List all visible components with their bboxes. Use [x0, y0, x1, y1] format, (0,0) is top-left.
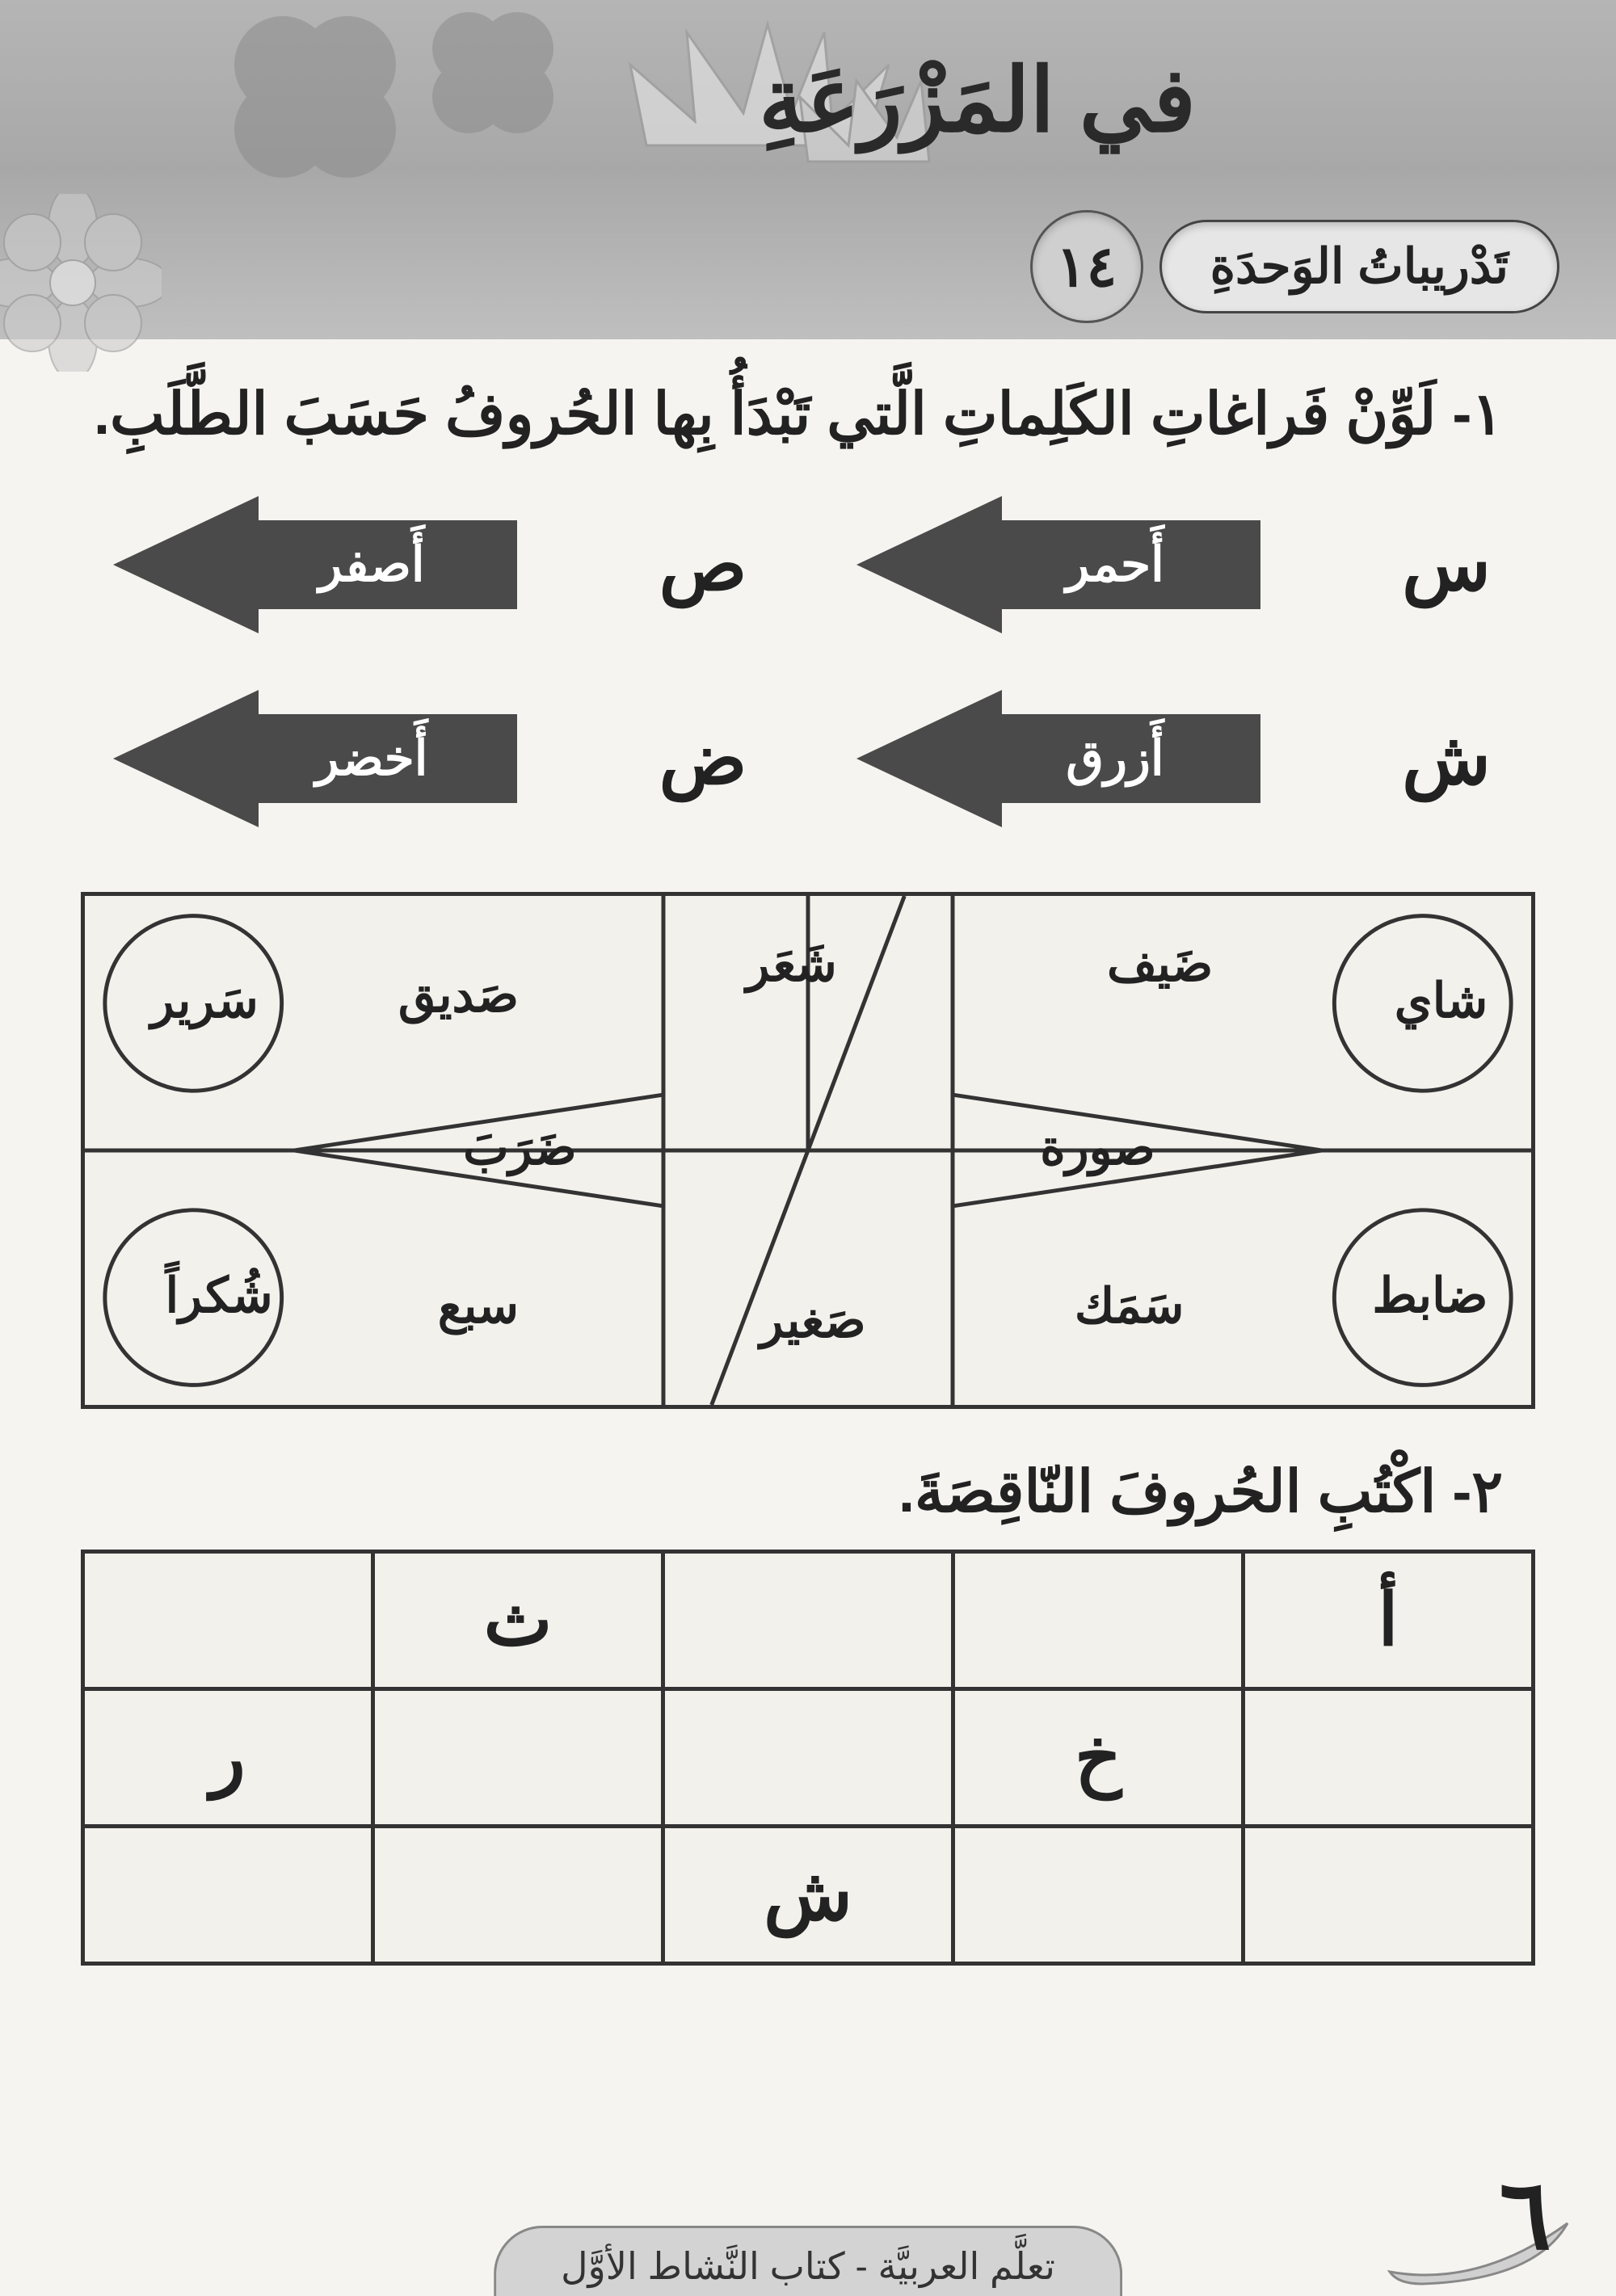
word-samak: سَمَك [1075, 1278, 1185, 1335]
table-row: أ ث [83, 1552, 1534, 1689]
word-saghir: صَغير [760, 1293, 866, 1349]
letter-sad: ص [646, 523, 760, 608]
unit-number: ١٤ [1030, 210, 1143, 323]
content-area: ١- لَوِّنْ فَراغاتِ الكَلِماتِ الَّتي تَ… [81, 355, 1535, 1966]
grid-cell[interactable]: ث [373, 1552, 663, 1689]
grid-cell[interactable]: ش [663, 1827, 953, 1964]
grid-cell[interactable] [83, 1552, 373, 1689]
grid-cell[interactable] [663, 1552, 953, 1689]
word-shaar: شَعَر [746, 936, 836, 993]
grid-cell[interactable] [1244, 1827, 1534, 1964]
header-band: في المَزْرَعَةِ تَدْريباتُ الوَحدَةِ ١٤ [0, 0, 1616, 339]
flower-decoration-icon [0, 194, 162, 372]
grid-cell[interactable] [1244, 1689, 1534, 1827]
unit-badge: تَدْريباتُ الوَحدَةِ ١٤ [1030, 210, 1559, 323]
grid-cell[interactable] [953, 1827, 1244, 1964]
arrow-pair-dad: ض أَخضر [113, 690, 760, 827]
arrow-pair-seen: س أَحمر [856, 496, 1503, 633]
grid-cell[interactable] [83, 1827, 373, 1964]
table-row: خ ر [83, 1689, 1534, 1827]
word-sabaa: سبع [438, 1278, 519, 1335]
arrow-pair-sheen: ش أَزرق [856, 690, 1503, 827]
unit-label: تَدْريباتُ الوَحدَةِ [1159, 220, 1559, 313]
word-sura: صورة [1040, 1120, 1155, 1176]
arrow-icon: أَخضر [113, 690, 517, 827]
word-sarir: سَرير [151, 973, 259, 1029]
grid-cell[interactable]: خ [953, 1689, 1244, 1827]
grid-cell[interactable]: أ [1244, 1552, 1534, 1689]
arrow-icon: أَحمر [856, 496, 1260, 633]
words-shape-box: شاي ضَيف شَعَر صَديق سَرير صورة ضَرَبَ ض… [81, 892, 1535, 1409]
word-dayf: ضَيف [1107, 936, 1213, 993]
word-shukran: شُكراً [166, 1268, 273, 1324]
word-sadiq: صَديق [398, 967, 519, 1024]
footer-book-title: تعلَّم العربيَّة - كتاب النَّشاط الأوَّل [494, 2226, 1122, 2296]
page-title: في المَزْرَعَةِ [759, 48, 1196, 152]
exercise2-instruction: ٢- اكْتُبِ الحُروفَ النّاقِصَةَ. [81, 1457, 1503, 1525]
grid-cell[interactable] [953, 1552, 1244, 1689]
letter-seen: س [1390, 523, 1503, 608]
exercise1-instruction: ١- لَوِّنْ فَراغاتِ الكَلِماتِ الَّتي تَ… [81, 380, 1503, 448]
grid-cell[interactable] [663, 1689, 953, 1827]
clover-decoration-icon [162, 0, 566, 242]
word-dabit: ضابط [1372, 1268, 1488, 1324]
page-number: ٦ [1500, 2159, 1551, 2272]
grid-cell[interactable] [373, 1689, 663, 1827]
grid-cell[interactable] [373, 1827, 663, 1964]
word-shay: شاي [1395, 973, 1488, 1029]
missing-letters-grid: أ ث خ ر ش [81, 1550, 1535, 1966]
arrow-icon: أَزرق [856, 690, 1260, 827]
grid-cell[interactable]: ر [83, 1689, 373, 1827]
page-number-swoosh-icon [1374, 2126, 1584, 2288]
letter-sheen: ش [1390, 717, 1503, 801]
word-darab: ضَرَبَ [463, 1120, 577, 1176]
color-arrows-grid: س أَحمر ص أَصفر ش أَزرق ض [113, 496, 1503, 827]
arrow-pair-sad: ص أَصفر [113, 496, 760, 633]
table-row: ش [83, 1827, 1534, 1964]
letter-dad: ض [646, 717, 760, 801]
arrow-icon: أَصفر [113, 496, 517, 633]
